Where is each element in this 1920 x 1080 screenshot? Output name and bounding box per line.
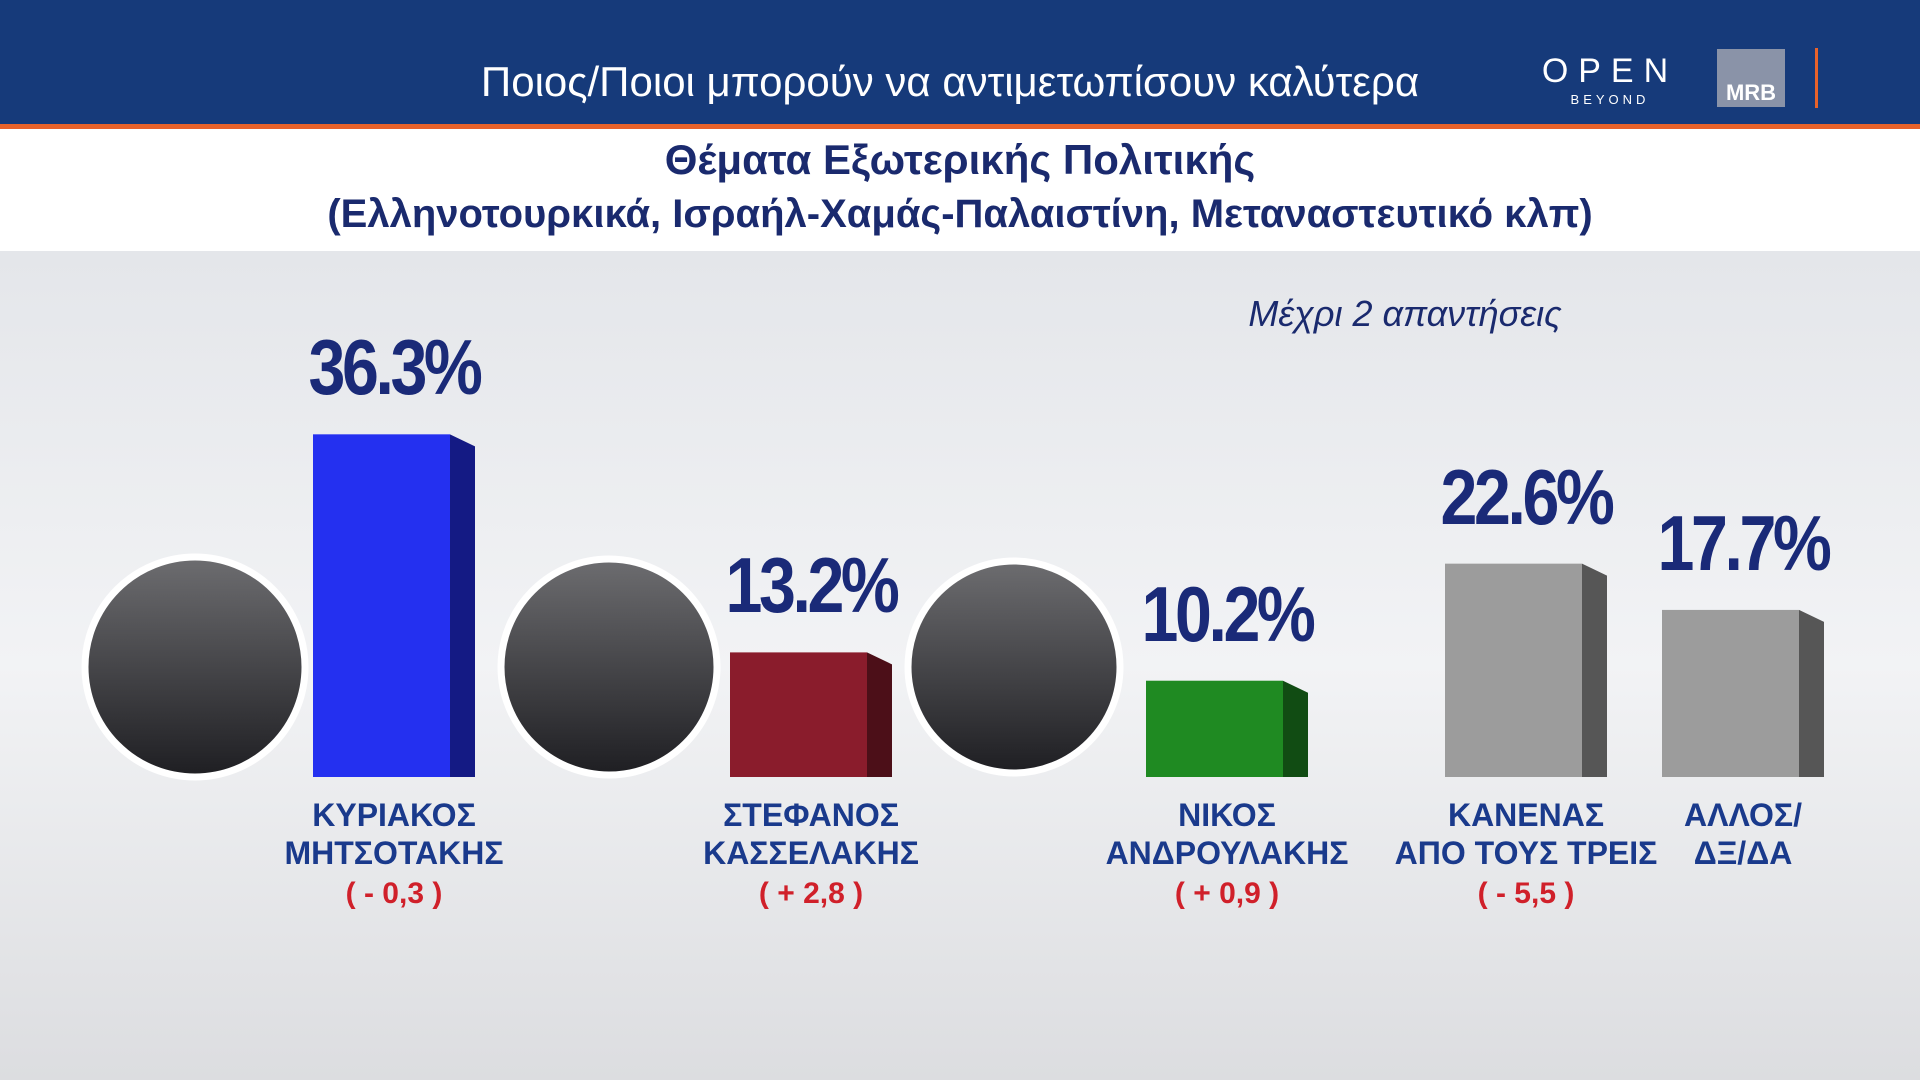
bar [1445, 563, 1582, 777]
bar [313, 434, 450, 777]
bar-side [1283, 680, 1308, 777]
header-bar [0, 0, 1920, 124]
value-label: 10.2% [1141, 569, 1315, 658]
bar [730, 652, 867, 777]
bar [1146, 680, 1283, 777]
change-label: ( - 0,3 ) [345, 877, 443, 910]
photo [904, 557, 1124, 777]
category-label: ΝΙΚΟΣ ΑΝΔΡΟΥΛΑΚΗΣ [1105, 797, 1349, 871]
logo-open: OPEN [1541, 52, 1679, 90]
bar [1662, 609, 1799, 777]
bar-side [1799, 609, 1824, 777]
photo [497, 555, 721, 779]
value-label: 17.7% [1657, 498, 1831, 587]
logo-mrb: MRB [1725, 80, 1777, 105]
title-band [0, 129, 1920, 251]
change-label: ( - 5,5 ) [1477, 877, 1575, 910]
value-label: 13.2% [725, 541, 899, 630]
header-text: Ποιος/Ποιοι μπορούν να αντιμετωπίσουν κα… [480, 58, 1420, 105]
logo-divider [1815, 48, 1818, 108]
category-label: ΣΤΕΦΑΝΟΣ ΚΑΣΣΕΛΑΚΗΣ [703, 797, 919, 871]
bar-side [1582, 563, 1607, 777]
value-label: 36.3% [308, 323, 482, 412]
photos [81, 553, 1124, 781]
change-label: ( + 2,8 ) [758, 877, 864, 910]
category-label: ΚΥΡΙΑΚΟΣ ΜΗΤΣΟΤΑΚΗΣ [284, 797, 504, 871]
chart-title: Θέματα Εξωτερικής Πολιτικής [664, 136, 1256, 183]
bar-side [450, 434, 475, 777]
logo-beyond: BEYOND [1570, 92, 1650, 107]
annotation: Μέχρι 2 απαντήσεις [1248, 293, 1562, 334]
header-accent [0, 124, 1920, 129]
change-label: ( + 0,9 ) [1174, 877, 1280, 910]
mrb-logo-box [1717, 49, 1785, 107]
value-label: 22.6% [1440, 452, 1614, 541]
chart-subtitle: (Ελληνοτουρκικά, Ισραήλ-Χαμάς-Παλαιστίνη… [327, 192, 1593, 236]
photo [81, 553, 309, 781]
category-label: ΚΑΝΕΝΑΣ ΑΠΟ ΤΟΥΣ ΤΡΕΙΣ [1394, 797, 1658, 871]
category-label: ΑΛΛΟΣ/ ΔΞ/ΔΑ [1684, 797, 1802, 871]
bar-side [867, 652, 892, 777]
